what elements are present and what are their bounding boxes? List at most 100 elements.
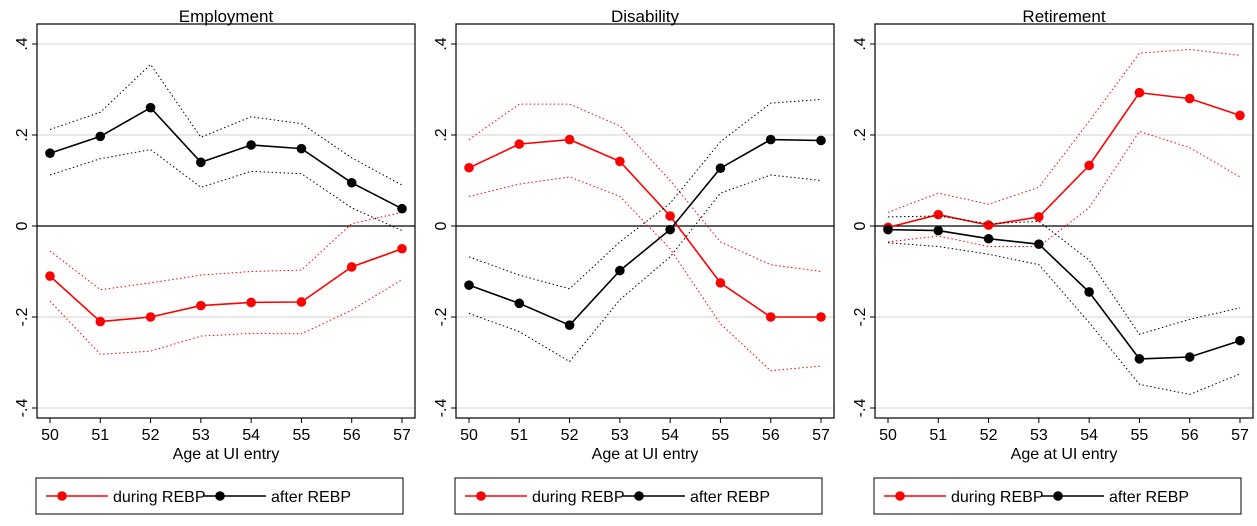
legend-marker-after-rebp [634, 491, 644, 501]
y-tick-label: -.4 [14, 399, 31, 418]
x-tick-label: 52 [980, 427, 998, 444]
y-tick-label: -.2 [433, 308, 450, 327]
point-after-rebp [145, 102, 156, 113]
point-after-rebp [564, 320, 575, 330]
x-tick-label: 54 [242, 427, 260, 444]
x-tick-label: 56 [343, 427, 361, 444]
x-tick-label: 52 [561, 427, 579, 444]
y-tick-label: .2 [852, 128, 869, 141]
point-after-rebp [1134, 354, 1145, 364]
x-tick-label: 55 [1131, 427, 1149, 444]
panel-retirement: Retirement .4 .2 0 -.2 -.4 50 51 52 53 54 55 56 57 Age… [838, 0, 1257, 521]
legend-marker-during-rebp [476, 491, 486, 501]
x-tick-label: 53 [1030, 427, 1048, 444]
point-during-rebp [346, 262, 357, 272]
y-tick-label: -.2 [14, 308, 31, 327]
point-after-rebp [95, 131, 106, 142]
point-after-rebp [816, 135, 826, 146]
point-after-rebp [45, 148, 55, 158]
x-tick-label: 54 [661, 427, 679, 444]
point-during-rebp [816, 312, 826, 322]
legend: during REBP after REBP [454, 477, 823, 515]
point-during-rebp [145, 312, 156, 322]
ci-lower-after-rebp [468, 174, 822, 363]
ci-lower-during-rebp [49, 279, 403, 355]
point-during-rebp [1235, 110, 1245, 121]
legend-marker-during-rebp [57, 491, 67, 501]
point-during-rebp [397, 243, 407, 254]
point-during-rebp [983, 220, 994, 230]
plot-frame [874, 23, 1254, 419]
point-after-rebp [665, 224, 675, 235]
x-tick-label: 53 [192, 427, 210, 444]
plot-frame [36, 23, 416, 419]
legend-label-during-rebp: during REBP [113, 489, 206, 506]
x-tick-label: 50 [41, 427, 59, 444]
y-tick-label: .4 [14, 37, 31, 50]
point-after-rebp [514, 298, 525, 309]
point-during-rebp [45, 271, 55, 281]
y-tick-label: 0 [433, 221, 450, 230]
x-tick-label: 55 [712, 427, 730, 444]
chart-disability: Disability .4 .2 0 -.2 -.4 50 51 52 53 54 55 56 57 Age… [433, 7, 835, 515]
y-tick-label: 0 [852, 221, 869, 230]
x-tick-label: 51 [929, 427, 947, 444]
point-after-rebp [615, 265, 625, 276]
x-tick-label: 57 [393, 427, 411, 444]
x-tick-label: 54 [1080, 427, 1098, 444]
point-after-rebp [196, 157, 206, 168]
point-after-rebp [296, 143, 307, 154]
point-during-rebp [933, 209, 944, 220]
point-during-rebp [765, 312, 776, 322]
x-tick-label: 57 [1231, 427, 1249, 444]
y-tick-label: .2 [433, 128, 450, 141]
point-after-rebp [1184, 352, 1195, 362]
x-axis-label: Age at UI entry [592, 446, 699, 463]
chart-title: Employment [179, 7, 274, 26]
point-during-rebp [196, 300, 206, 311]
legend-label-after-rebp: after REBP [271, 489, 351, 506]
point-during-rebp [564, 134, 575, 145]
x-tick-label: 52 [142, 427, 160, 444]
ci-upper-during-rebp [49, 211, 403, 291]
x-tick-label: 56 [762, 427, 780, 444]
point-after-rebp [346, 177, 357, 188]
panel-employment: Employment .4 .2 0 -.2 -.4 50 51 52 53 54 55 56 57 Age… [0, 0, 419, 521]
point-during-rebp [95, 316, 106, 327]
y-tick-label: -.2 [852, 308, 869, 327]
point-after-rebp [933, 225, 944, 236]
legend-label-during-rebp: during REBP [951, 489, 1044, 506]
point-after-rebp [765, 134, 776, 145]
x-axis-label: Age at UI entry [1011, 446, 1118, 463]
point-after-rebp [1034, 239, 1044, 249]
ci-lower-after-rebp [49, 149, 403, 232]
chart-employment: Employment .4 .2 0 -.2 -.4 50 51 52 53 54 55 56 57 Age… [14, 7, 416, 515]
series-line-during-rebp [887, 91, 1241, 229]
point-after-rebp [715, 163, 726, 174]
chart-retirement: Retirement .4 .2 0 -.2 -.4 50 51 52 53 54 55 56 57 Age… [852, 7, 1254, 515]
point-after-rebp [1235, 335, 1245, 346]
x-tick-label: 51 [91, 427, 109, 444]
point-during-rebp [665, 211, 675, 221]
point-during-rebp [1184, 93, 1195, 104]
legend-label-during-rebp: during REBP [532, 489, 625, 506]
ci-lower-after-rebp [887, 242, 1241, 395]
point-during-rebp [715, 278, 726, 288]
chart-title: Retirement [1022, 7, 1105, 26]
x-tick-label: 53 [611, 427, 629, 444]
point-during-rebp [296, 297, 307, 307]
series-line-after-rebp [49, 106, 403, 210]
y-tick-label: -.4 [852, 399, 869, 418]
y-tick-label: 0 [14, 221, 31, 230]
chart-title: Disability [611, 7, 680, 26]
x-axis-label: Age at UI entry [173, 446, 280, 463]
point-after-rebp [983, 233, 994, 244]
legend-label-after-rebp: after REBP [690, 489, 770, 506]
series-line-after-rebp [887, 228, 1241, 360]
point-during-rebp [246, 297, 256, 308]
point-during-rebp [514, 139, 525, 149]
ci-upper-during-rebp [887, 48, 1241, 213]
y-tick-label: -.4 [433, 399, 450, 418]
legend: during REBP after REBP [873, 477, 1242, 515]
point-during-rebp [1084, 160, 1094, 171]
